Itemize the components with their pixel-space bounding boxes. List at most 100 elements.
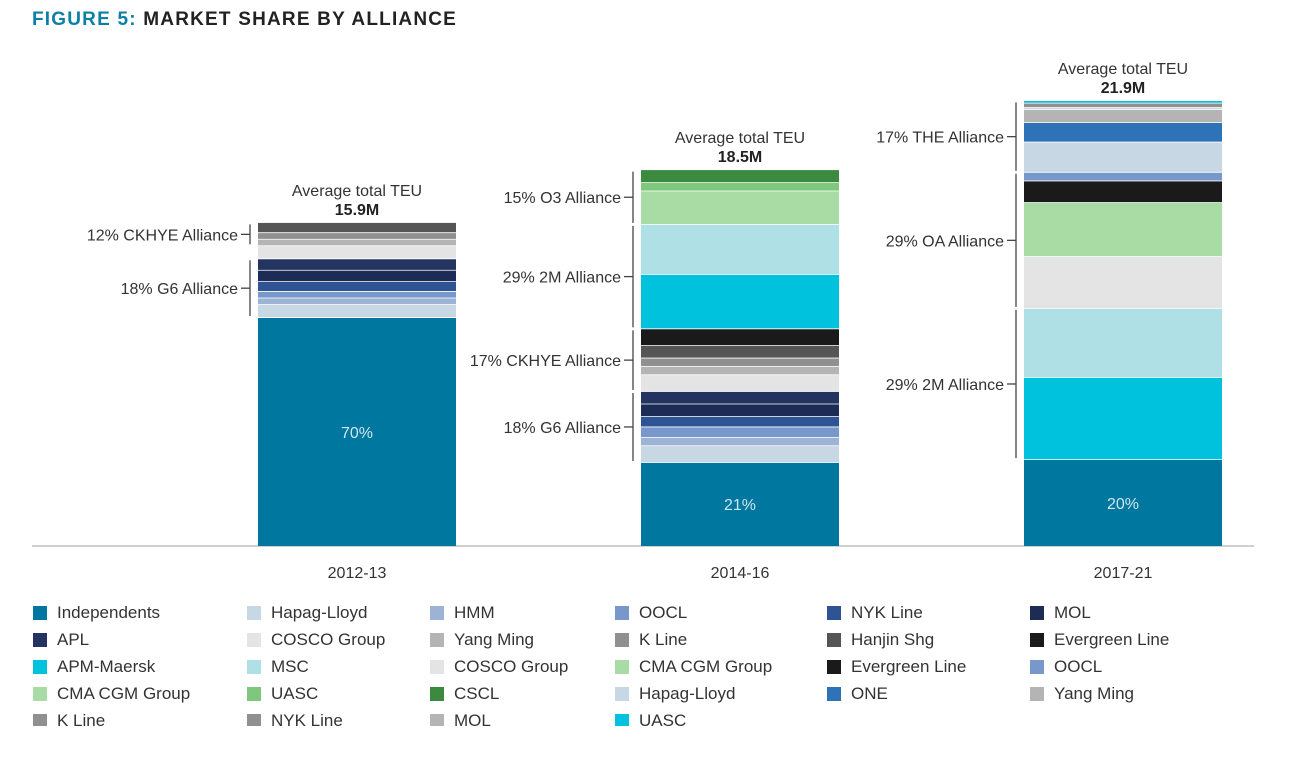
legend-label: Hapag-Lloyd (639, 684, 736, 703)
legend-swatch (247, 633, 261, 647)
bar-segment (641, 426, 839, 438)
legend-item: NYK Line (827, 602, 923, 624)
legend-label: CMA CGM Group (57, 684, 191, 703)
bar-segment (641, 366, 839, 375)
legend-item: OOCL (615, 602, 687, 624)
bar-segment (258, 297, 456, 305)
legend-item: Yang Ming (1030, 683, 1134, 705)
legend-item: Yang Ming (430, 629, 534, 651)
figure-number: FIGURE 5: (32, 9, 137, 30)
legend-swatch (615, 633, 629, 647)
legend-label: Yang Ming (1054, 684, 1135, 703)
legend-swatch (1030, 606, 1044, 620)
legend-swatch (827, 606, 841, 620)
legend-item: HMM (430, 602, 495, 624)
alliance-label: 15% O3 Alliance (504, 190, 622, 207)
legend-swatch (33, 606, 47, 620)
legend-label: CMA CGM Group (639, 657, 773, 676)
legend-item: CMA CGM Group (33, 683, 190, 705)
legend-swatch (430, 687, 444, 701)
legend-label: Independents (57, 603, 161, 622)
legend-item: Evergreen Line (1030, 629, 1169, 651)
bar-segment (641, 170, 839, 183)
bar-segment (258, 245, 456, 259)
legend-label: APL (57, 630, 90, 649)
independents-share-label: 20% (1107, 496, 1139, 513)
bar-segment (641, 374, 839, 392)
bar-segment (1024, 103, 1222, 108)
alliance-label: 18% G6 Alliance (121, 281, 239, 298)
legend-item: Hapag-Lloyd (247, 602, 367, 624)
total-teu-caption: Average total TEU (292, 183, 422, 200)
bar-segment (258, 281, 456, 292)
legend-swatch (1030, 687, 1044, 701)
legend-swatch (430, 660, 444, 674)
legend-label: Evergreen Line (1054, 630, 1170, 649)
alliance-label: 17% THE Alliance (876, 130, 1004, 147)
legend-label: ONE (851, 684, 888, 703)
bar-segment (258, 304, 456, 318)
legend-swatch (1030, 660, 1044, 674)
legend-label: Hapag-Lloyd (271, 603, 368, 622)
bar-segment (1024, 202, 1222, 257)
legend-label: MSC (271, 657, 309, 676)
legend-label: NYK Line (271, 711, 343, 726)
legend-item: APL (33, 629, 89, 651)
bar-segment (641, 274, 839, 329)
legend-item: OOCL (1030, 656, 1102, 678)
legend-item: K Line (615, 629, 687, 651)
legend-swatch (33, 687, 47, 701)
legend-swatch (827, 633, 841, 647)
bar-segment (1024, 172, 1222, 181)
legend-label: MOL (454, 711, 491, 726)
legend-label: Hanjin Shg (851, 630, 935, 649)
legend-label: OOCL (1054, 657, 1103, 676)
legend-label: HMM (454, 603, 495, 622)
legend-swatch (247, 660, 261, 674)
legend-swatch (615, 714, 629, 726)
bar-segment (641, 462, 839, 546)
alliance-label: 12% CKHYE Alliance (87, 227, 238, 244)
legend-swatch (247, 687, 261, 701)
x-tick-label: 2012-13 (328, 565, 387, 582)
legend-swatch (247, 606, 261, 620)
legend-swatch (33, 714, 47, 726)
legend-label: COSCO Group (454, 657, 569, 676)
bar-segment (641, 345, 839, 359)
chart-title: FIGURE 5: MARKET SHARE BY ALLIANCE (32, 9, 457, 31)
bar-segment (641, 416, 839, 427)
legend-label: OOCL (639, 603, 688, 622)
legend: Independents Hapag-Lloyd HMM OOCL NYK Line MO… (33, 602, 1283, 726)
bar-segment (641, 328, 839, 346)
bar-segment (1024, 308, 1222, 378)
independents-share-label: 70% (341, 425, 373, 442)
legend-label: UASC (271, 684, 319, 703)
x-tick-label: 2014-16 (711, 565, 770, 582)
bar-segment (258, 258, 456, 271)
legend-item: APM-Maersk (33, 656, 155, 678)
legend-item: UASC (615, 710, 686, 726)
legend-label: UASC (639, 711, 687, 726)
total-teu-caption: Average total TEU (1058, 61, 1188, 78)
legend-label: NYK Line (851, 603, 923, 622)
total-teu-value: 15.9M (335, 202, 379, 219)
legend-label: K Line (639, 630, 688, 649)
bar-segment (1024, 256, 1222, 309)
legend-label: COSCO Group (271, 630, 386, 649)
legend-swatch (615, 660, 629, 674)
alliance-label: 29% 2M Alliance (886, 377, 1004, 394)
alliance-label: 17% CKHYE Alliance (470, 353, 621, 370)
bar-segment (1024, 377, 1222, 460)
alliance-label: 29% OA Alliance (886, 233, 1004, 250)
legend-item: Independents (33, 602, 160, 624)
legend-item: K Line (33, 710, 105, 726)
bar-segment (1024, 142, 1222, 173)
legend-label: Yang Ming (454, 630, 535, 649)
bar-segment (1024, 107, 1222, 110)
bar-segment (641, 403, 839, 417)
alliance-label: 18% G6 Alliance (504, 420, 622, 437)
bar-segment (641, 182, 839, 191)
figure-title: MARKET SHARE BY ALLIANCE (143, 9, 458, 30)
legend-label: CSCL (454, 684, 500, 703)
legend-item: Hanjin Shg (827, 629, 934, 651)
